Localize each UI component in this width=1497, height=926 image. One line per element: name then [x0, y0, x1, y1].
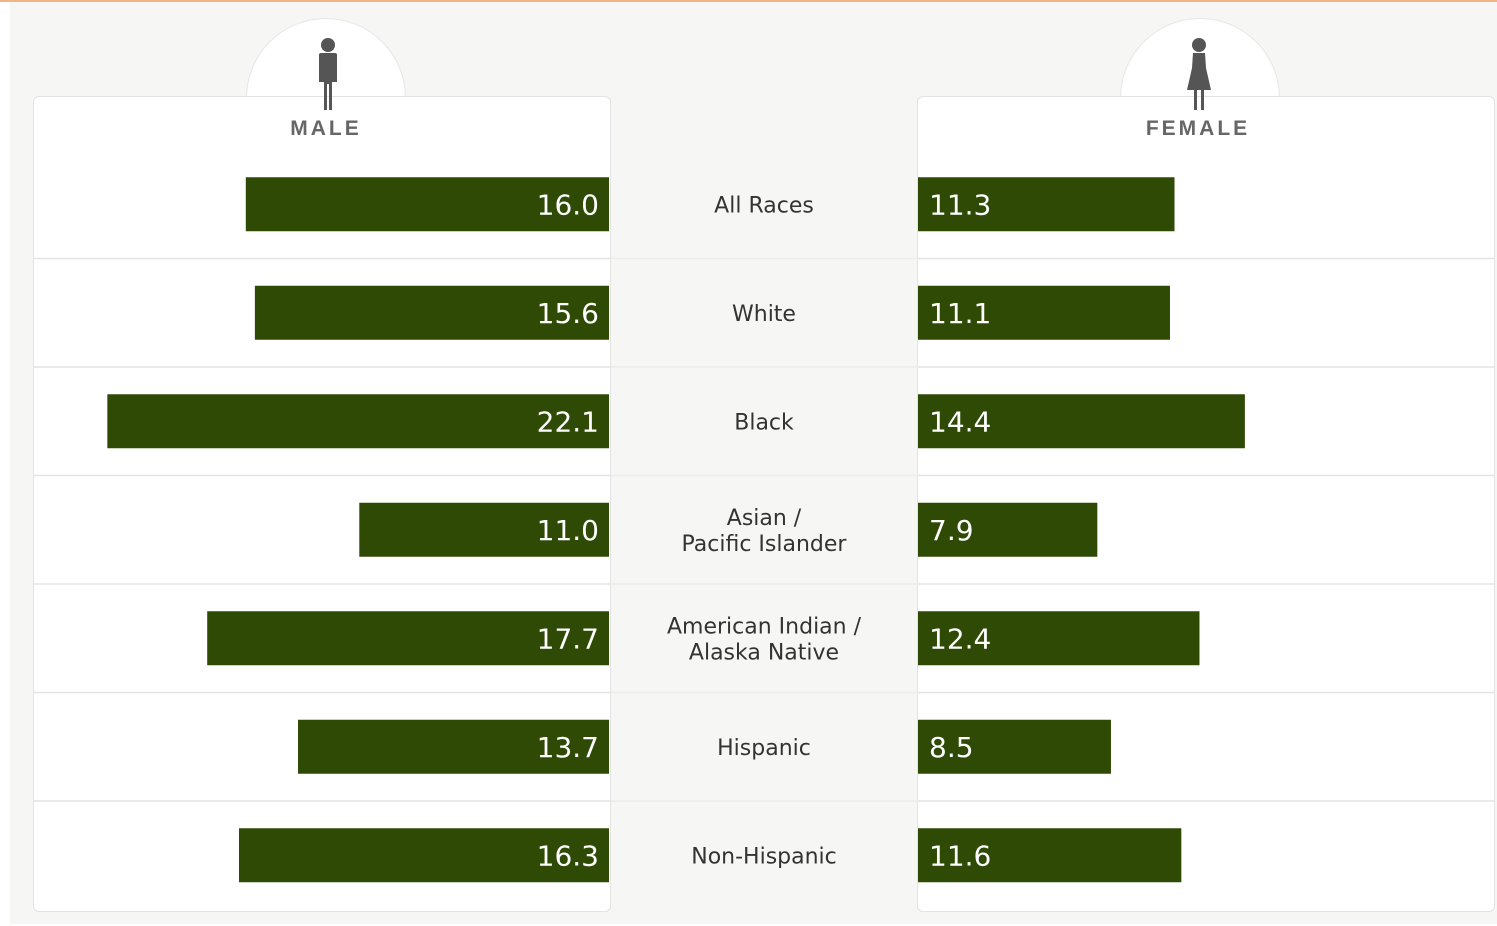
- male-bar: [245, 177, 610, 232]
- male-bar: [238, 828, 610, 883]
- female-bar-label: 14.4: [929, 405, 991, 438]
- female-bar: [918, 285, 1170, 340]
- female-bar: [918, 394, 1245, 449]
- category-label: Asian /: [727, 506, 802, 531]
- female-bar-label: 11.3: [929, 188, 991, 221]
- male-bar-label: 11.0: [537, 514, 599, 547]
- female-bar: [918, 828, 1182, 883]
- category-label: Black: [734, 410, 794, 435]
- female-bar: [918, 611, 1200, 666]
- category-label: White: [732, 302, 796, 327]
- female-bar: [918, 177, 1175, 232]
- female-bar-label: 8.5: [929, 731, 974, 764]
- male-bar: [298, 719, 609, 774]
- female-panel-title: FEMALE: [1145, 117, 1251, 140]
- male-bar-label: 15.6: [537, 297, 599, 330]
- male-figure-icon: [319, 38, 337, 110]
- male-bar-label: 16.0: [537, 188, 599, 221]
- male-panel-title: MALE: [290, 117, 362, 140]
- female-bar: [918, 502, 1098, 557]
- female-bar-label: 12.4: [929, 622, 991, 655]
- category-label: Non-Hispanic: [691, 844, 837, 869]
- female-bar-label: 11.6: [929, 839, 991, 872]
- male-bar-label: 17.7: [537, 622, 599, 655]
- female-figure-icon: [1187, 38, 1211, 110]
- category-label: American Indian /: [667, 614, 862, 639]
- male-bar: [107, 394, 609, 449]
- male-bar-label: 13.7: [537, 731, 599, 764]
- male-bar: [207, 611, 609, 666]
- category-label: All Races: [714, 193, 814, 218]
- category-label: Pacific Islander: [682, 532, 848, 557]
- male-bar: [359, 502, 609, 557]
- female-bar-label: 11.1: [929, 297, 991, 330]
- female-tab-join: [1100, 97, 1300, 167]
- male-bar-label: 22.1: [537, 405, 599, 438]
- female-bar: [918, 719, 1111, 774]
- female-bar-label: 7.9: [929, 514, 974, 547]
- top-accent-rule: [0, 0, 1497, 2]
- male-bar-label: 16.3: [537, 839, 599, 872]
- category-label: Hispanic: [717, 736, 811, 761]
- category-label: Alaska Native: [689, 640, 839, 665]
- male-bar: [254, 285, 609, 340]
